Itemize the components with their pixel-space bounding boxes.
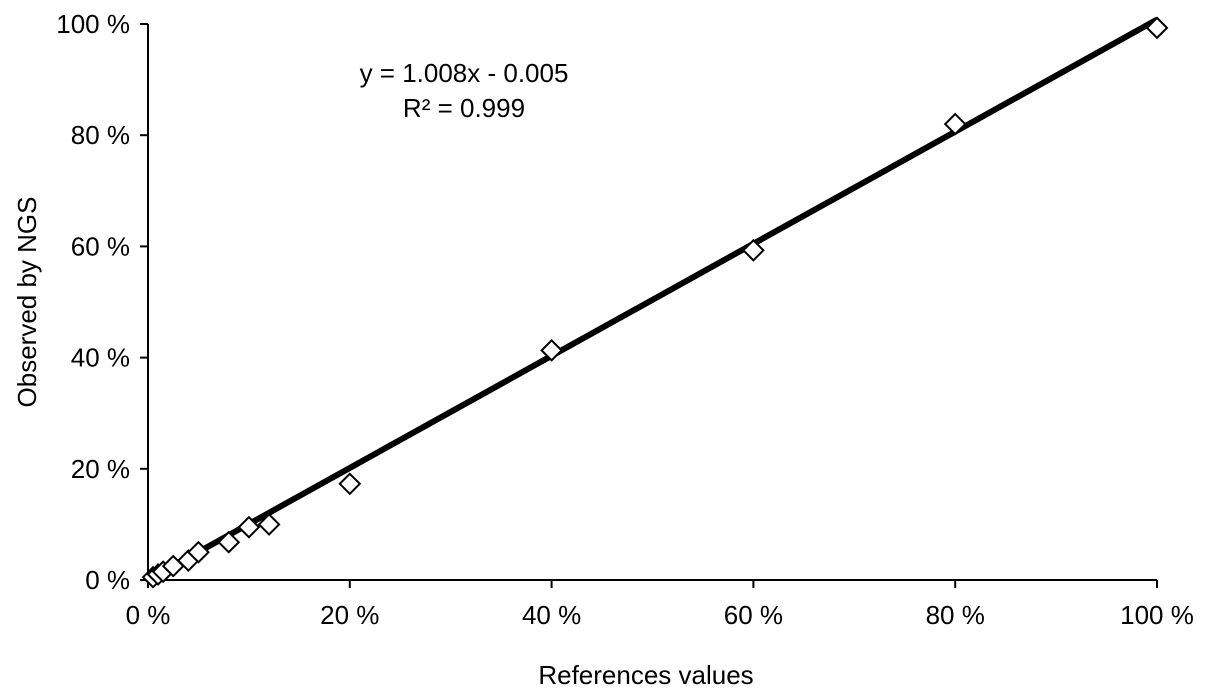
axis-ticks: 0 % 20 % 40 % 60 % 80 % 100 % 0 % 20 % 40 % 60 % 8… xyxy=(56,9,1194,630)
y-tick-label: 0 % xyxy=(85,565,130,595)
x-tick-label: 60 % xyxy=(724,600,783,630)
data-point xyxy=(187,540,210,564)
data-points xyxy=(141,16,1169,589)
x-tick-label: 100 % xyxy=(1120,600,1194,630)
trendline-line xyxy=(146,16,1159,583)
data-point xyxy=(338,472,362,496)
y-tick-label: 100 % xyxy=(56,9,130,39)
trendline-r2: R² = 0.999 xyxy=(403,93,525,123)
y-axis-title: Observed by NGS xyxy=(12,197,42,408)
y-tick-label: 20 % xyxy=(71,454,130,484)
trendline xyxy=(146,16,1159,583)
x-tick-label: 80 % xyxy=(926,600,985,630)
y-tick-label: 80 % xyxy=(71,120,130,150)
data-point xyxy=(741,238,765,262)
axes xyxy=(147,24,1157,581)
data-point xyxy=(217,530,241,554)
x-tick-label: 40 % xyxy=(522,600,581,630)
y-tick-label: 60 % xyxy=(71,231,130,261)
trendline-equation: y = 1.008x - 0.005 xyxy=(360,58,569,88)
data-point xyxy=(237,515,261,539)
data-point xyxy=(540,338,564,362)
x-tick-label: 0 % xyxy=(126,600,171,630)
data-point xyxy=(1145,16,1169,40)
data-point xyxy=(257,512,281,536)
x-tick-label: 20 % xyxy=(320,600,379,630)
y-tick-label: 40 % xyxy=(71,343,130,373)
data-point xyxy=(943,112,967,136)
x-axis-title: References values xyxy=(538,660,753,690)
